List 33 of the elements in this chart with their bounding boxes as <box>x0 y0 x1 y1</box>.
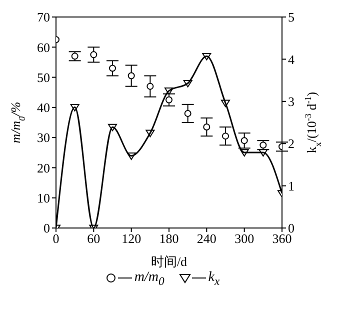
y2-tick-label: 3 <box>288 94 294 110</box>
x-tick-label: 180 <box>159 231 179 246</box>
y-tick-label: 20 <box>37 160 50 176</box>
x-tick-label: 120 <box>122 231 142 246</box>
y2-tick-label: 5 <box>288 10 294 25</box>
point <box>90 51 98 58</box>
x-tick-label: 0 <box>52 231 60 246</box>
x-tick-label: 300 <box>234 231 254 246</box>
point <box>128 72 135 80</box>
point <box>109 64 116 72</box>
point <box>146 82 154 90</box>
y-tick-label: 30 <box>37 130 50 146</box>
x-tick-label: 240 <box>196 231 216 246</box>
y-tick-label: 0 <box>44 220 50 236</box>
point <box>260 142 267 149</box>
y-tick-label: 60 <box>37 40 50 55</box>
legend-label: k$_{x}$ <box>208 270 220 288</box>
y2-tick-label: 4 <box>288 52 295 67</box>
point <box>240 137 248 144</box>
point <box>184 110 192 117</box>
legend-label: m/m$_{0}$ <box>134 270 164 288</box>
y-tick-label: 50 <box>37 70 50 85</box>
point <box>166 96 172 104</box>
y-tick-label: 10 <box>37 190 50 206</box>
point <box>222 132 229 140</box>
x-axis-title: 时间/d <box>150 254 188 269</box>
y-tick-label: 70 <box>37 10 50 25</box>
point <box>71 52 78 60</box>
y-tick-label: 40 <box>37 100 50 116</box>
y2-tick-label: 2 <box>288 136 294 152</box>
point <box>203 124 210 131</box>
x-tick-label: 60 <box>87 231 100 246</box>
y2-tick-label: 1 <box>288 178 294 194</box>
